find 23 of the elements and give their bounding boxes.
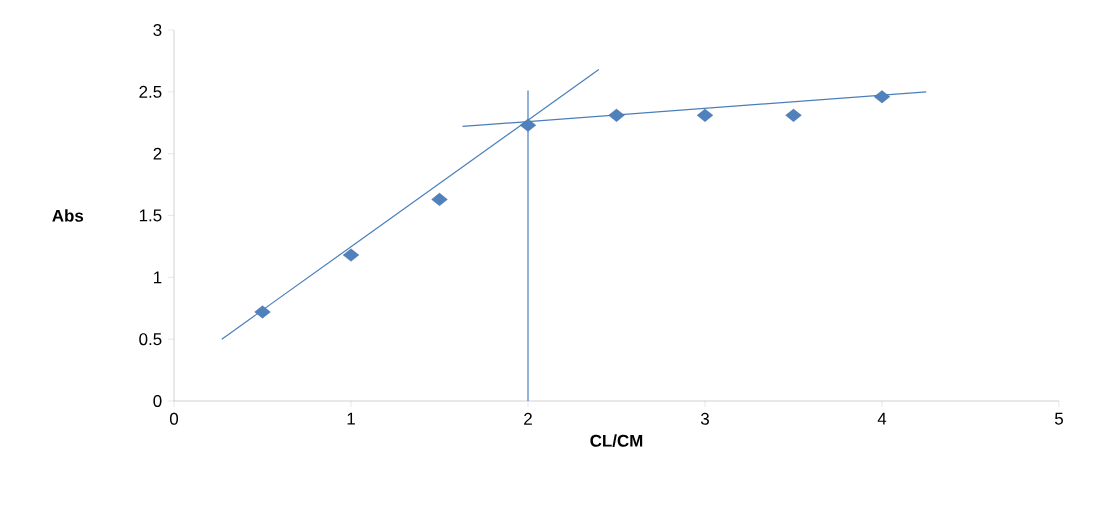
y-tick-label: 3	[153, 24, 162, 36]
x-tick-label: 3	[700, 412, 709, 425]
x-axis-title: CL/CM	[590, 434, 643, 447]
point	[608, 108, 625, 122]
point	[519, 118, 537, 132]
point	[696, 108, 714, 122]
x-tick-label: 4	[877, 412, 887, 425]
point	[431, 192, 448, 206]
point	[785, 108, 802, 122]
x-tick-label: 5	[1054, 412, 1063, 425]
point	[254, 305, 271, 319]
y-tick-label: 1	[154, 271, 162, 284]
y-tick-label: 0	[153, 395, 162, 407]
point	[873, 90, 891, 104]
y-tick-label: 2	[153, 147, 162, 160]
y-tick-label: 2.5	[139, 85, 162, 98]
y-tick-label: 1.5	[139, 209, 162, 222]
point	[342, 248, 360, 262]
y-tick-label: 0.5	[139, 333, 162, 346]
y-axis-title: Abs	[52, 209, 84, 222]
x-tick-label: 2	[524, 412, 532, 425]
x-tick-label: 1	[347, 412, 355, 425]
x-tick-label: 0	[169, 412, 179, 425]
